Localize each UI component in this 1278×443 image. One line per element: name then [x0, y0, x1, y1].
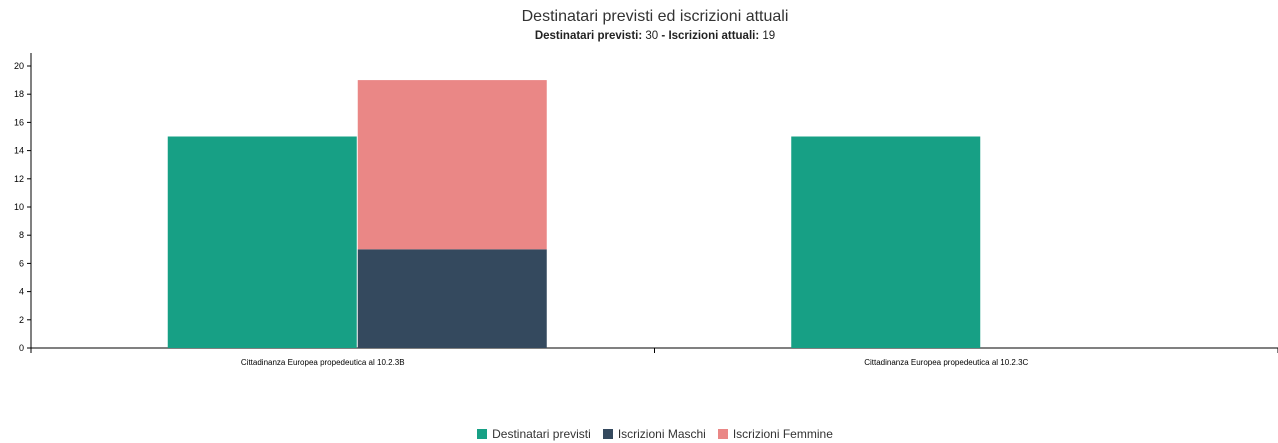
y-tick-label-20: 20: [14, 61, 24, 71]
bar-destinatari-0: [167, 136, 357, 348]
legend-label-maschi: Iscrizioni Maschi: [617, 427, 706, 441]
legend-item-destinatari[interactable]: Destinatari previsti: [477, 427, 591, 441]
y-tick-label-16: 16: [14, 117, 24, 127]
legend-item-femmine[interactable]: Iscrizioni Femmine: [717, 427, 833, 441]
y-tick-label-6: 6: [19, 258, 24, 268]
y-tick-label-14: 14: [14, 146, 24, 156]
legend-swatch-destinatari: [477, 429, 488, 439]
subtitle-label-iscrizioni: Iscrizioni attuali:: [668, 30, 760, 42]
legend-swatch-maschi: [602, 429, 613, 439]
legend-swatch-femmine: [717, 429, 728, 439]
subtitle-value-iscrizioni: 19: [762, 30, 776, 42]
y-tick-label-12: 12: [14, 174, 24, 184]
chart-title: Destinatari previsti ed iscrizioni attua…: [521, 8, 789, 25]
chart-subtitle: Destinatari previsti: 30 - Iscrizioni at…: [0, 30, 1278, 42]
x-tick-label-1: Cittadinanza Europea propedeutica al 10.…: [864, 358, 1028, 367]
y-tick-label-18: 18: [14, 89, 24, 99]
y-tick-label-2: 2: [19, 315, 24, 325]
subtitle-value-destinatari: 30: [645, 30, 659, 42]
y-tick-label-4: 4: [19, 287, 24, 297]
y-tick-label-8: 8: [19, 230, 24, 240]
legend-item-maschi[interactable]: Iscrizioni Maschi: [602, 427, 706, 441]
bar-chart: 0 2 4 6 8 10 12 14 16 18 20 Cittadinanza Europea pr…: [14, 53, 1278, 367]
chart-legend: Destinatari previsti Iscrizioni Maschi I…: [0, 427, 1278, 441]
legend-label-destinatari: Destinatari previsti: [492, 427, 591, 441]
x-tick-label-0: Cittadinanza Europea propedeutica al 10.…: [241, 358, 405, 367]
bar-destinatari-1: [791, 136, 981, 348]
y-tick-label-0: 0: [19, 343, 24, 353]
subtitle-label-destinatari: Destinatari previsti:: [534, 30, 643, 42]
bar-femmine-0: [357, 80, 547, 250]
legend-label-femmine: Iscrizioni Femmine: [732, 427, 833, 441]
bar-maschi-0: [357, 249, 547, 348]
y-tick-label-10: 10: [14, 202, 24, 212]
subtitle-separator: -: [661, 30, 666, 42]
